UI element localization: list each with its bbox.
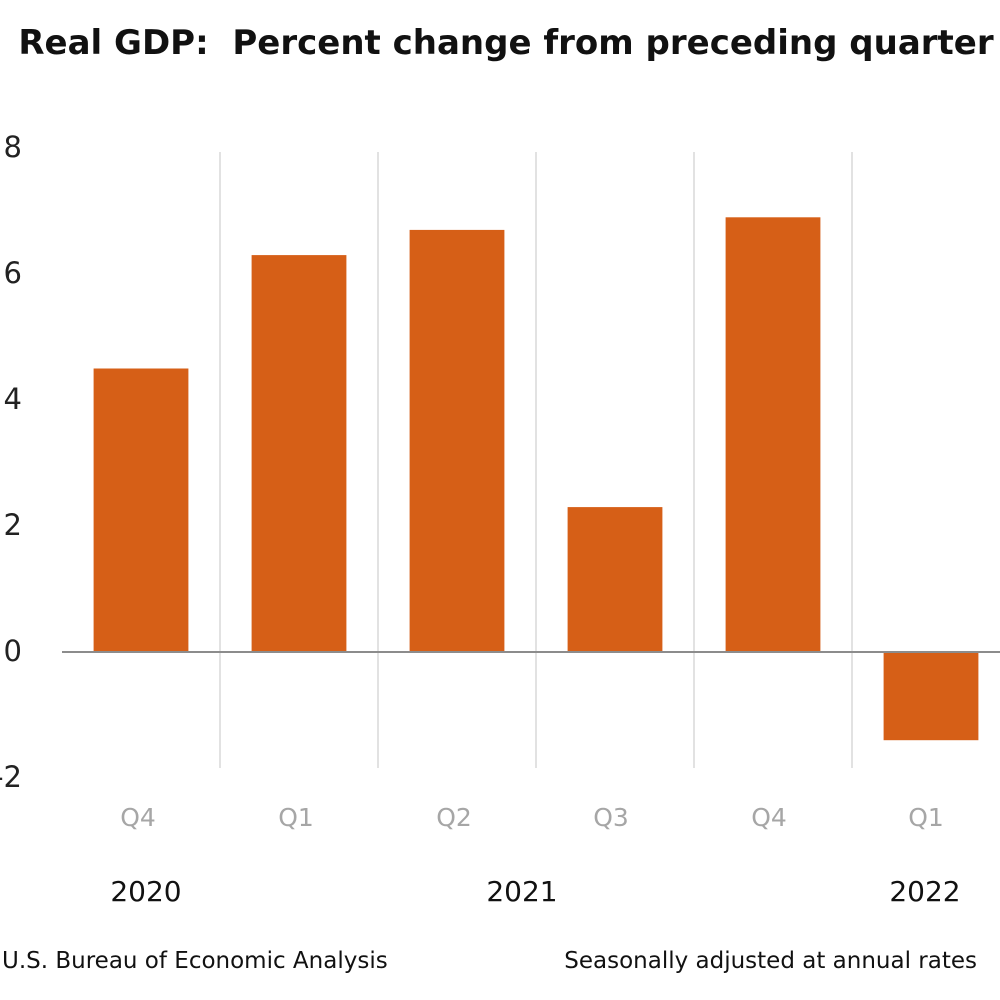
- x-tick-label: Q4: [120, 803, 156, 832]
- bar-1: [251, 255, 347, 652]
- bar-0: [93, 368, 189, 652]
- y-tick-label: 4: [4, 382, 22, 416]
- x-tick-label: Q4: [751, 803, 787, 832]
- year-label-2020: 2020: [110, 875, 181, 908]
- bar-4: [725, 217, 821, 653]
- source-note: U.S. Bureau of Economic Analysis: [2, 948, 388, 974]
- y-tick-label: 0: [4, 634, 22, 668]
- x-tick-label: Q1: [908, 803, 944, 832]
- chart-title: Real GDP: Percent change from preceding …: [18, 23, 993, 63]
- x-tick-label: Q1: [278, 803, 314, 832]
- y-tick-label: 6: [4, 256, 22, 290]
- y-tick-label: 8: [4, 130, 22, 164]
- x-tick-label: Q3: [593, 803, 629, 832]
- bar-2: [409, 229, 505, 652]
- year-label-2022: 2022: [889, 875, 960, 908]
- year-label-2021: 2021: [486, 875, 557, 908]
- bar-3: [567, 507, 663, 652]
- y-tick-label: 2: [4, 508, 22, 542]
- category-separators: [219, 152, 853, 768]
- bar-5: [883, 652, 979, 741]
- seasonal-note: Seasonally adjusted at annual rates: [564, 948, 977, 974]
- y-tick-label: -2: [0, 760, 22, 794]
- x-tick-label: Q2: [436, 803, 472, 832]
- bars-group: [93, 217, 979, 741]
